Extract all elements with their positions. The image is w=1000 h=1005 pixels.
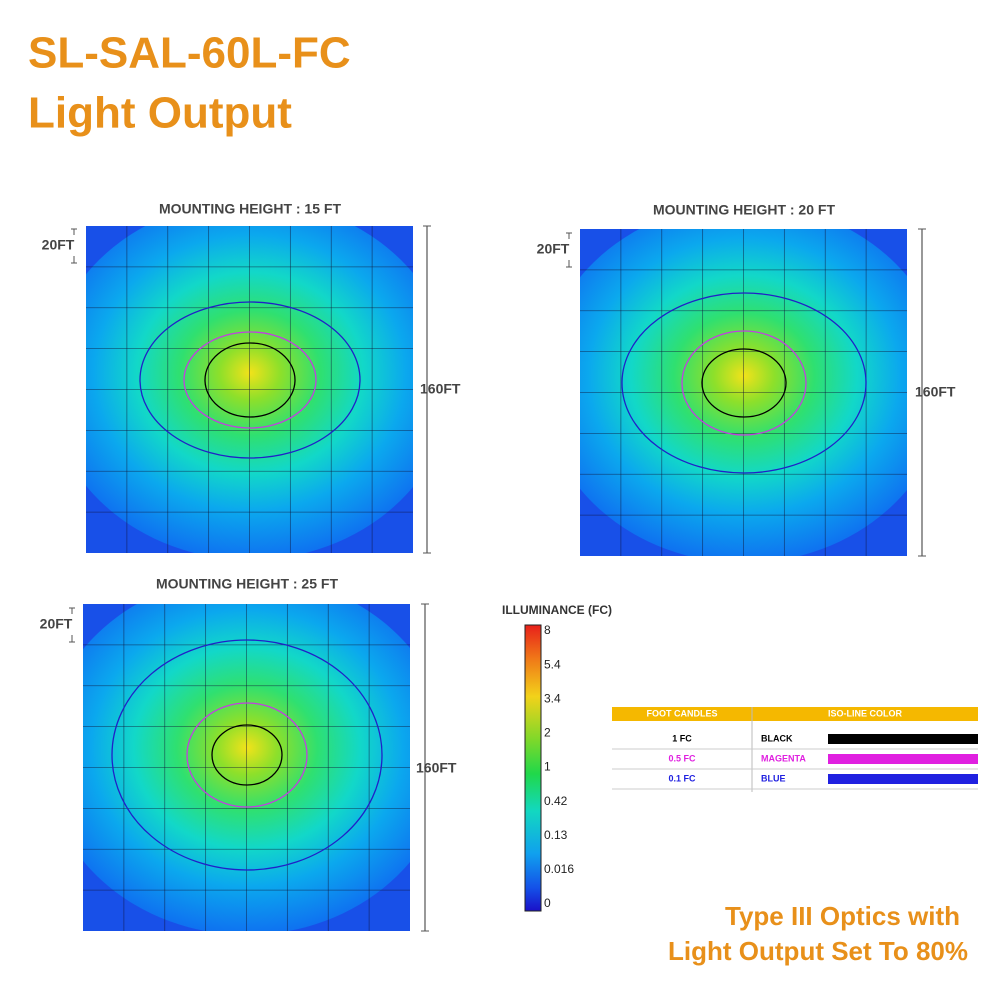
plots: MOUNTING HEIGHT : 15 FT160FT20FTMOUNTING…	[40, 201, 956, 932]
table-header-cell: FOOT CANDLES	[647, 708, 718, 718]
heatmap-glow	[83, 604, 410, 931]
table-cell: 0.1 FC	[668, 773, 696, 783]
heatmap-glow	[580, 229, 907, 556]
colorbar: ILLUMINANCE (FC) 8 5.4 3.4 2 1 0.42 0.13 0.016 0	[502, 603, 612, 912]
scale-label: 20FT	[42, 237, 75, 253]
heatmap-glow	[86, 226, 413, 553]
plot-title: MOUNTING HEIGHT : 15 FT	[159, 201, 341, 217]
table-rows: 1 FC BLACK 0.5 FC MAGENTA 0.1 FC BLUE	[612, 733, 978, 790]
colorbar-tick-label: 3.4	[544, 691, 561, 705]
size-label: 160FT	[416, 760, 457, 776]
iso-line	[701, 348, 787, 418]
plot-title: MOUNTING HEIGHT : 25 FT	[156, 576, 338, 592]
heatmap-plot: MOUNTING HEIGHT : 15 FT 160FT 20FT	[42, 201, 461, 554]
colorbar-ticks: 8 5.4 3.4 2 1 0.42 0.13 0.016 0	[544, 623, 574, 910]
iso-line-swatch	[828, 774, 978, 784]
heatmap-plot: MOUNTING HEIGHT : 20 FT 160FT 20FT	[537, 202, 956, 557]
table-cell: MAGENTA	[761, 753, 806, 763]
size-label: 160FT	[420, 381, 461, 397]
iso-line	[204, 342, 296, 418]
iso-line	[183, 331, 317, 429]
iso-line-swatch	[828, 754, 978, 764]
table-header-cell: ISO-LINE COLOR	[828, 708, 903, 718]
iso-line	[139, 301, 361, 459]
colorbar-tick-label: 8	[544, 623, 551, 637]
heatmap-plot: MOUNTING HEIGHT : 25 FT 160FT 20FT	[40, 576, 457, 932]
footer: Light Output Set To 80%	[668, 936, 968, 966]
table-cell: BLUE	[761, 773, 786, 783]
iso-line	[681, 330, 807, 436]
colorbar-tick-label: 0.13	[544, 828, 568, 842]
iso-line	[186, 702, 308, 808]
table-header	[612, 707, 978, 721]
colorbar-tick-label: 0	[544, 896, 551, 910]
table-cell: 1 FC	[672, 733, 692, 743]
title: Light Output	[28, 89, 292, 138]
legend-table: FOOT CANDLES ISO-LINE COLOR 1 FC BLACK 0.5…	[612, 707, 978, 792]
colorbar-tick-label: 2	[544, 726, 551, 740]
iso-line	[621, 292, 867, 474]
colorbar-title: ILLUMINANCE (FC)	[502, 603, 612, 617]
colorbar-scale	[524, 624, 542, 912]
colorbar-tick-label: 0.016	[544, 862, 574, 876]
scale-label: 20FT	[40, 616, 73, 632]
iso-line	[211, 724, 283, 786]
footer: Type III Optics with	[725, 901, 960, 931]
iso-line-swatch	[828, 734, 978, 744]
plot-title: MOUNTING HEIGHT : 20 FT	[653, 202, 835, 218]
colorbar-tick-label: 1	[544, 760, 551, 774]
table-cell: BLACK	[761, 733, 793, 743]
iso-line	[111, 639, 383, 871]
scale-label: 20FT	[537, 241, 570, 257]
colorbar-tick-label: 0.42	[544, 794, 568, 808]
colorbar-tick-label: 5.4	[544, 657, 561, 671]
table-cell: 0.5 FC	[668, 753, 696, 763]
size-label: 160FT	[915, 384, 956, 400]
title: SL-SAL-60L-FC	[28, 29, 351, 78]
